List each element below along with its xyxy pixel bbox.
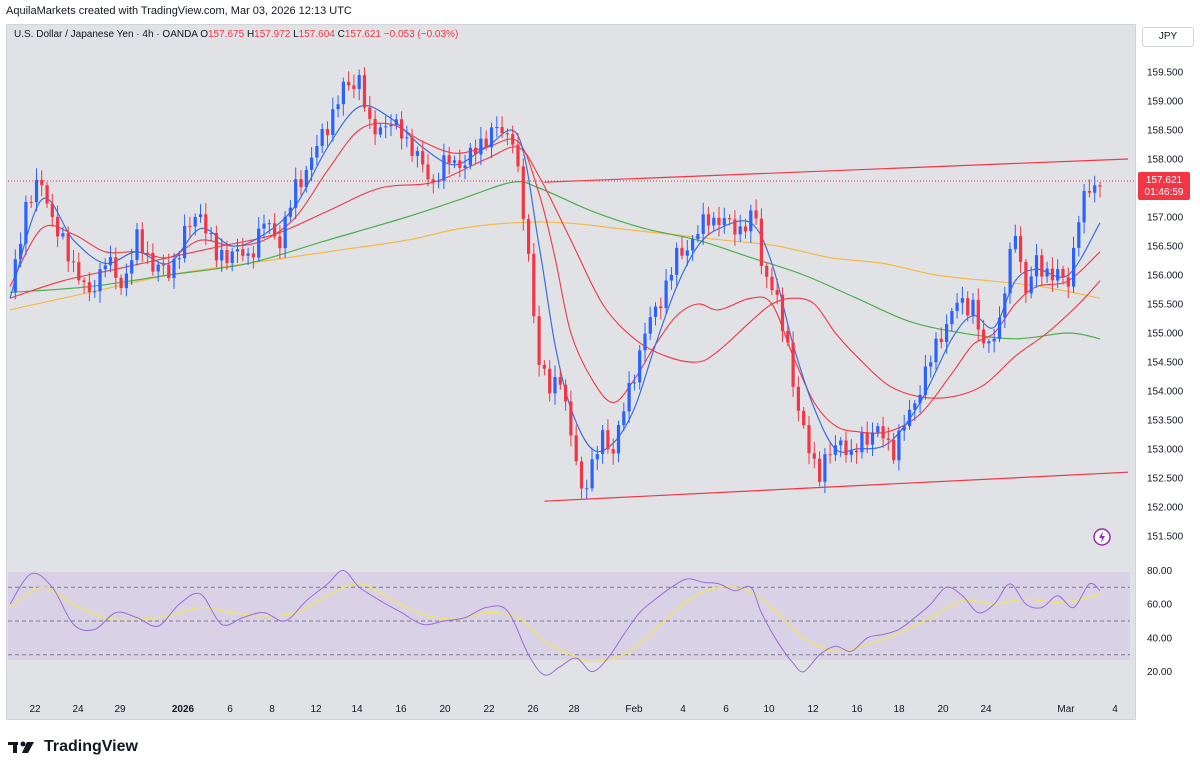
price-tick-label: 153.000 [1147,445,1184,456]
high-label: H [246,29,255,40]
price-tick-label: 152.500 [1147,474,1184,485]
price-badge-price: 157.621 [1146,175,1183,186]
footer: TradingView [8,738,138,756]
chart-credit: AquilaMarkets created with TradingView.c… [6,5,352,17]
close-value: 157.621 [344,29,381,40]
symbol-name: U.S. Dollar / Japanese Yen · 4h · OANDA [14,29,198,40]
price-axis[interactable]: 159.500 159.000 158.500 158.000 157.500 157.0… [1147,68,1184,679]
price-tick-label: 158.500 [1147,126,1184,137]
price-tick-label: 159.000 [1147,97,1184,108]
brand-name: TradingView [44,738,138,755]
currency-selector[interactable]: JPY [1142,27,1194,47]
price-tick-label: 153.500 [1147,416,1184,427]
rsi-tick-label: 40.00 [1147,633,1172,644]
price-tick-label: 159.500 [1147,68,1184,79]
price-tick-label: 154.000 [1147,387,1184,398]
price-tick-label: 157.500 [1147,184,1184,195]
price-tick-label: 155.000 [1147,329,1184,340]
price-tick-label: 156.000 [1147,271,1184,282]
price-tick-label: 156.500 [1147,242,1184,253]
price-tick-label: 157.000 [1147,213,1184,224]
open-label: O [200,29,208,40]
price-tick-label: 154.500 [1147,358,1184,369]
rsi-tick-label: 20.00 [1147,667,1172,678]
top-bar: AquilaMarkets created with TradingView.c… [0,0,1200,24]
close-label: C [337,29,345,40]
symbol-legend: U.S. Dollar / Japanese Yen · 4h · OANDA … [14,29,458,40]
high-value: 157.972 [254,29,291,40]
low-value: 157.604 [298,29,335,40]
price-tick-label: 155.500 [1147,300,1184,311]
rsi-tick-label: 80.00 [1147,566,1172,577]
price-tick-label: 151.500 [1147,532,1184,543]
open-value: 157.675 [208,29,245,40]
change-value: −0.053 (−0.03%) [383,29,459,40]
low-label: L [293,29,299,40]
chart-frame[interactable] [6,24,1136,720]
tradingview-logo-icon [8,741,34,753]
price-badge-countdown: 01:46:59 [1145,187,1184,198]
price-badge-bg [1138,172,1190,200]
price-tick-label: 158.000 [1147,155,1184,166]
rsi-tick-label: 60.00 [1147,600,1172,611]
price-tick-label: 152.000 [1147,503,1184,514]
